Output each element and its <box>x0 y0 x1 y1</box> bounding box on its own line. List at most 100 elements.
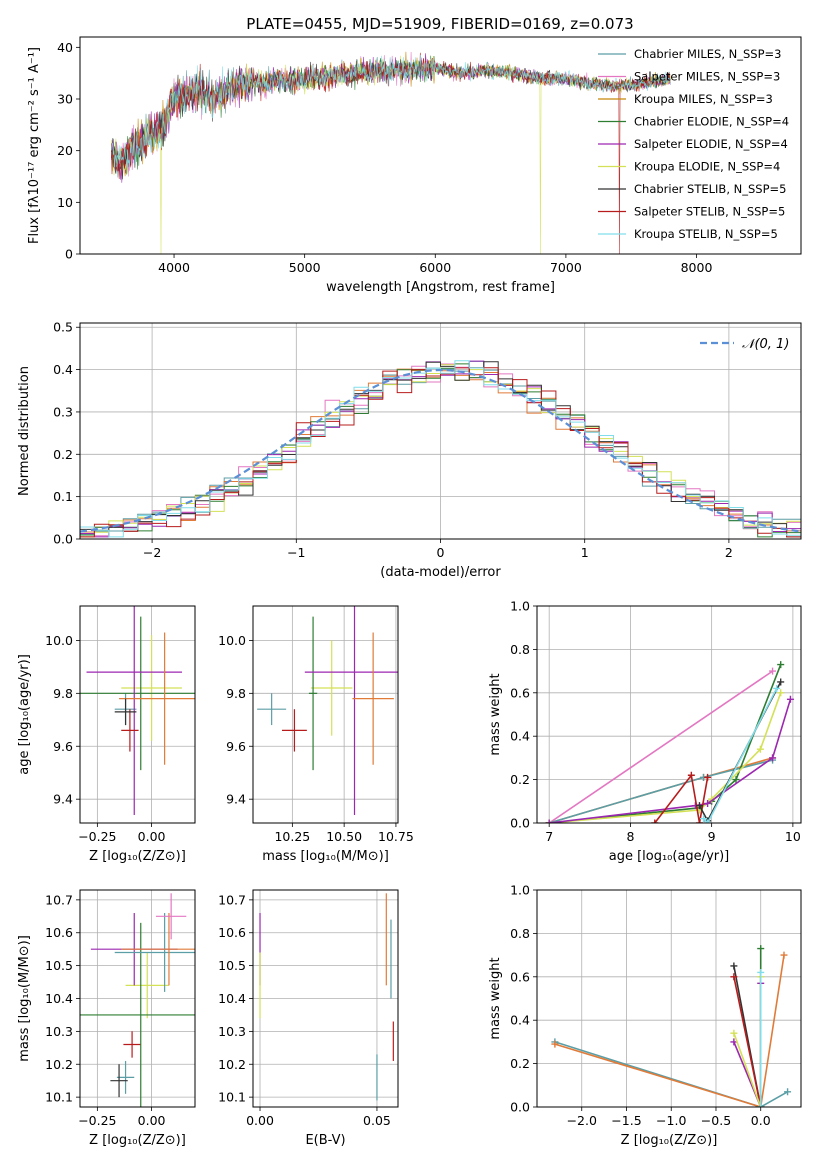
x-axis-label: (data-model)/error <box>380 565 501 580</box>
x-tick-label: −2.0 <box>567 1113 597 1128</box>
marks <box>545 661 794 823</box>
x-tick-label: 0.00 <box>246 1113 274 1128</box>
weight-series <box>702 688 778 823</box>
chart-mass-vs-Z: −0.25 0.00 10.1 10.2 10.3 10.4 10.5 10.6 10.7 Z [… <box>17 889 196 1148</box>
plot-area <box>253 606 398 823</box>
x-tick-label: 9 <box>708 829 716 844</box>
plot-area <box>80 606 195 823</box>
legend-label: Salpeter ELODIE, N_SSP=4 <box>634 137 788 151</box>
y-tick-label: 0.0 <box>510 1100 530 1115</box>
x-tick-label: 10 <box>785 829 801 844</box>
axes-frame <box>536 605 802 824</box>
y-tick-label: 0.4 <box>510 1013 530 1028</box>
y-axis-label: Flux [fλ10⁻¹⁷ erg cm⁻² s⁻¹ A⁻¹] <box>27 47 42 244</box>
marks <box>80 893 195 1107</box>
x-tick-label: 4000 <box>158 260 190 275</box>
weight-marker <box>757 945 765 953</box>
plot-area <box>80 890 195 1107</box>
marks <box>257 606 398 816</box>
weight-marker <box>773 684 781 692</box>
weight-marker <box>730 973 738 981</box>
y-axis-label: mass [log₁₀(M/M⊙)] <box>17 935 32 1062</box>
y-tick-label: 0.2 <box>510 1056 530 1071</box>
y-tick-label: 0.8 <box>510 642 530 657</box>
weight-marker <box>784 1088 792 1096</box>
y-tick-label: 20 <box>57 143 73 158</box>
x-axis-label: Z [log₁₀(Z/Z⊙)] <box>621 1133 718 1148</box>
error-point <box>80 616 195 771</box>
y-tick-label: 10.4 <box>218 991 246 1006</box>
weight-marker <box>687 771 695 779</box>
y-tick-label: 9.6 <box>226 739 246 754</box>
weight-series <box>654 773 709 823</box>
weight-series <box>548 670 774 823</box>
y-tick-label: 10.1 <box>45 1090 73 1105</box>
axes-frame <box>79 605 196 824</box>
y-tick-label: 10.3 <box>45 1024 73 1039</box>
y-tick-label: 0 <box>65 247 73 262</box>
y-tick-label: 9.6 <box>53 739 73 754</box>
y-tick-label: 10.3 <box>218 1024 246 1039</box>
y-axis-label: mass weight <box>488 957 503 1039</box>
histogram-series <box>80 361 801 538</box>
error-point <box>304 606 398 816</box>
legend-label: Salpeter MILES, N_SSP=3 <box>634 70 780 84</box>
y-tick-label: 10.2 <box>218 1057 246 1072</box>
x-tick-label: 6000 <box>419 260 451 275</box>
y-tick-label: 1.0 <box>510 599 530 614</box>
error-point <box>282 709 307 752</box>
x-tick-label: 0 <box>437 545 445 560</box>
weight-marker <box>732 776 740 784</box>
legend-label: Kroupa MILES, N_SSP=3 <box>634 92 773 106</box>
weight-marker <box>777 689 785 697</box>
x-tick-label: 0.00 <box>138 1113 166 1128</box>
x-tick-label: −0.5 <box>701 1113 731 1128</box>
x-tick-label: 0.05 <box>363 1113 391 1128</box>
x-tick-label: 10.25 <box>274 829 310 844</box>
y-tick-label: 10.4 <box>45 991 73 1006</box>
error-point <box>114 913 195 992</box>
marks <box>80 606 195 816</box>
error-point <box>121 913 195 986</box>
x-tick-label: 0.0 <box>751 1113 771 1128</box>
x-tick-label: 7 <box>545 829 553 844</box>
error-point <box>121 709 139 752</box>
y-tick-label: 0.2 <box>510 772 530 787</box>
error-point <box>123 1031 141 1058</box>
y-tick-label: 0.6 <box>510 969 530 984</box>
axes-frame <box>536 889 802 1108</box>
chart-mass-weight-vs-Z: −2.0 −1.5 −1.0 −0.5 0.0 0.0 0.2 0.4 0.6 0.8 1.0 Z [… <box>488 883 802 1148</box>
x-tick-label: 8000 <box>681 260 713 275</box>
x-tick-label: −0.25 <box>78 1113 116 1128</box>
legend-label: Salpeter STELIB, N_SSP=5 <box>634 205 785 219</box>
y-tick-label: 0.0 <box>510 816 530 831</box>
x-tick-label: −1.0 <box>656 1113 686 1128</box>
x-tick-label: −1 <box>287 545 305 560</box>
weight-marker <box>756 745 764 753</box>
y-tick-label: 10.6 <box>218 925 246 940</box>
error-point <box>155 893 187 940</box>
x-tick-label: 2 <box>725 545 733 560</box>
y-tick-label: 9.8 <box>226 686 246 701</box>
y-tick-label: 30 <box>57 92 73 107</box>
y-tick-label: 10.0 <box>45 633 73 648</box>
y-tick-label: 10.7 <box>45 892 73 907</box>
axes-frame <box>79 322 802 540</box>
error-point <box>80 922 195 1107</box>
x-tick-label: 0.00 <box>138 829 166 844</box>
x-tick-label: −0.25 <box>78 829 116 844</box>
axes-frame <box>79 36 802 255</box>
y-tick-label: 0.8 <box>510 926 530 941</box>
chart-mass-vs-ebv: 0.00 0.05 10.1 10.2 10.3 10.4 10.5 10.6 10.7 E(B-… <box>218 889 399 1148</box>
x-tick-label: 8 <box>626 829 634 844</box>
x-tick-label: 1 <box>581 545 589 560</box>
y-tick-label: 0.4 <box>510 729 530 744</box>
y-tick-label: 10.6 <box>45 925 73 940</box>
weight-marker <box>730 1029 738 1037</box>
chart-age-vs-Z: −0.25 0.00 9.4 9.6 9.8 10.0 Z [log₁₀(Z/Z⊙)] age… <box>17 605 196 864</box>
error-point <box>125 952 169 1019</box>
y-tick-label: 10.5 <box>218 958 246 973</box>
error-point <box>116 1060 135 1094</box>
error-point <box>110 1064 128 1098</box>
